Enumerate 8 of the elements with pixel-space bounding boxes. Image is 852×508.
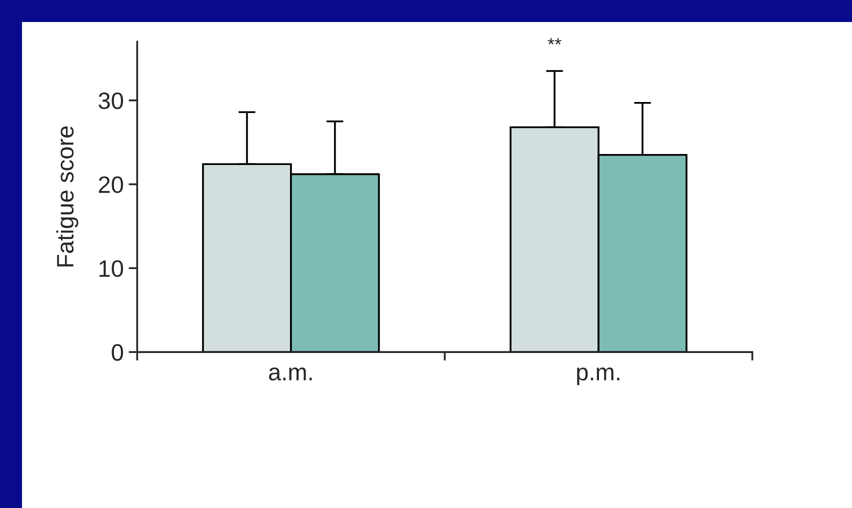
annotation: ** bbox=[548, 38, 562, 45]
y-tick-label: 30 bbox=[98, 92, 124, 110]
y-tick-label: 10 bbox=[100, 260, 124, 277]
x-tick-label: p.m. bbox=[577, 368, 620, 386]
y-tick-label: 20 bbox=[98, 176, 124, 194]
x-tick-label: a.m. bbox=[269, 368, 312, 380]
y-axis-title: Fatigue score bbox=[56, 126, 78, 266]
y-tick-label: 0 bbox=[112, 344, 124, 361]
